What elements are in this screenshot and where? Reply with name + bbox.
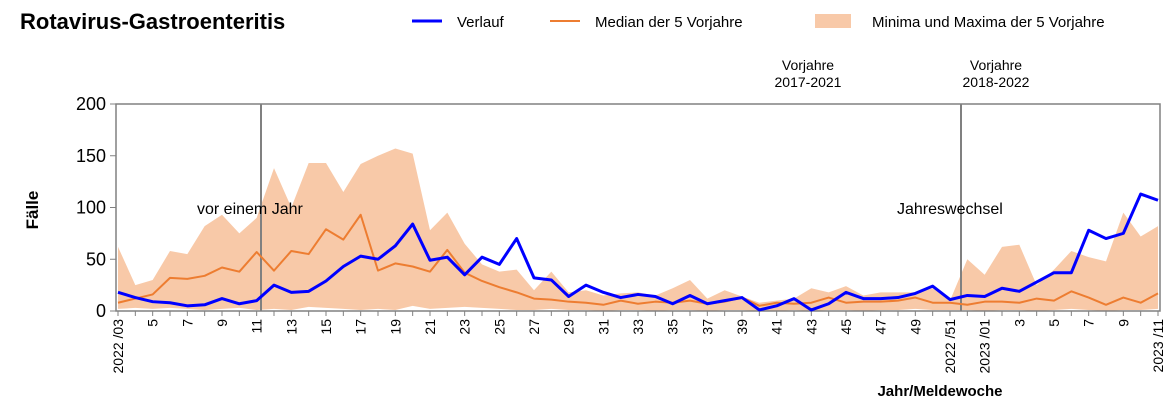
x-tick-label: 15 bbox=[318, 319, 334, 335]
x-tick-label: 2023 /01 bbox=[977, 319, 993, 374]
x-tick-label: 43 bbox=[803, 319, 819, 335]
x-tick-label: 39 bbox=[734, 319, 750, 335]
series-line bbox=[117, 192, 1159, 312]
x-tick-label: 27 bbox=[526, 319, 542, 335]
annotation: 2018-2022 bbox=[963, 74, 1030, 90]
x-tick-label: 13 bbox=[283, 319, 299, 335]
legend-swatch bbox=[815, 14, 851, 28]
annotation: Vorjahre bbox=[782, 57, 834, 73]
x-tick-label: 25 bbox=[491, 319, 507, 335]
chart-title: Rotavirus-Gastroenteritis bbox=[20, 9, 285, 34]
x-tick-label: 5 bbox=[145, 319, 161, 327]
annotation: Jahreswechsel bbox=[897, 201, 1003, 218]
annotation: vor einem Jahr bbox=[197, 201, 303, 218]
x-tick-label: 29 bbox=[561, 319, 577, 335]
annotation: Vorjahre bbox=[970, 57, 1022, 73]
x-tick-label: 47 bbox=[873, 319, 889, 335]
x-tick-label: 7 bbox=[1081, 319, 1097, 327]
x-tick-label: 49 bbox=[907, 319, 923, 335]
x-tick-label: 41 bbox=[769, 319, 785, 335]
x-axis-label: Jahr/Meldewoche bbox=[877, 383, 1002, 400]
y-tick-label: 0 bbox=[96, 301, 106, 321]
x-tick-label: 35 bbox=[665, 319, 681, 335]
x-tick-label: 23 bbox=[457, 319, 473, 335]
x-tick-label: 3 bbox=[1011, 319, 1027, 327]
x-tick-label: 2022 /03 bbox=[110, 319, 126, 374]
x-tick-label: 31 bbox=[595, 319, 611, 335]
x-tick-label: 5 bbox=[1046, 319, 1062, 327]
legend-label: Minima und Maxima der 5 Vorjahre bbox=[872, 14, 1105, 31]
y-tick-label: 50 bbox=[86, 249, 106, 269]
x-tick-label: 45 bbox=[838, 319, 854, 335]
y-axis-label: Fälle bbox=[23, 191, 42, 230]
annotation: 2017-2021 bbox=[775, 74, 842, 90]
y-tick-label: 100 bbox=[76, 198, 106, 218]
x-tick-label: 19 bbox=[387, 319, 403, 335]
x-tick-label: 7 bbox=[179, 319, 195, 327]
legend-label: Median der 5 Vorjahre bbox=[595, 14, 743, 31]
x-tick-label: 17 bbox=[353, 319, 369, 335]
x-tick-label: 11 bbox=[249, 319, 265, 334]
x-tick-label: 21 bbox=[422, 319, 438, 335]
x-tick-label: 33 bbox=[630, 319, 646, 335]
y-tick-label: 150 bbox=[76, 146, 106, 166]
legend-label: Verlauf bbox=[457, 14, 505, 31]
x-tick-label: 9 bbox=[1115, 319, 1131, 327]
x-tick-label: 2022 /51 bbox=[942, 319, 958, 374]
x-tick-label: 9 bbox=[214, 319, 230, 327]
series-line bbox=[117, 213, 1159, 307]
x-tick-label: 37 bbox=[699, 319, 715, 335]
x-tick-label: 2023 /11 bbox=[1150, 319, 1166, 373]
y-tick-label: 200 bbox=[76, 94, 106, 114]
